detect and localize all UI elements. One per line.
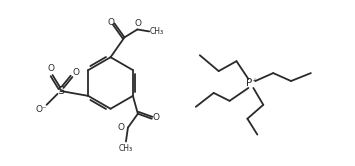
Text: O: O — [152, 113, 159, 122]
Text: S: S — [57, 86, 64, 96]
Text: O: O — [107, 18, 114, 27]
Text: O: O — [47, 64, 54, 73]
Text: CH₃: CH₃ — [150, 27, 164, 36]
Text: P⁺: P⁺ — [246, 78, 257, 88]
Text: O⁻: O⁻ — [36, 105, 48, 114]
Text: O: O — [118, 123, 125, 132]
Text: O: O — [135, 19, 142, 28]
Text: CH₃: CH₃ — [119, 144, 133, 153]
Text: O: O — [73, 68, 80, 77]
